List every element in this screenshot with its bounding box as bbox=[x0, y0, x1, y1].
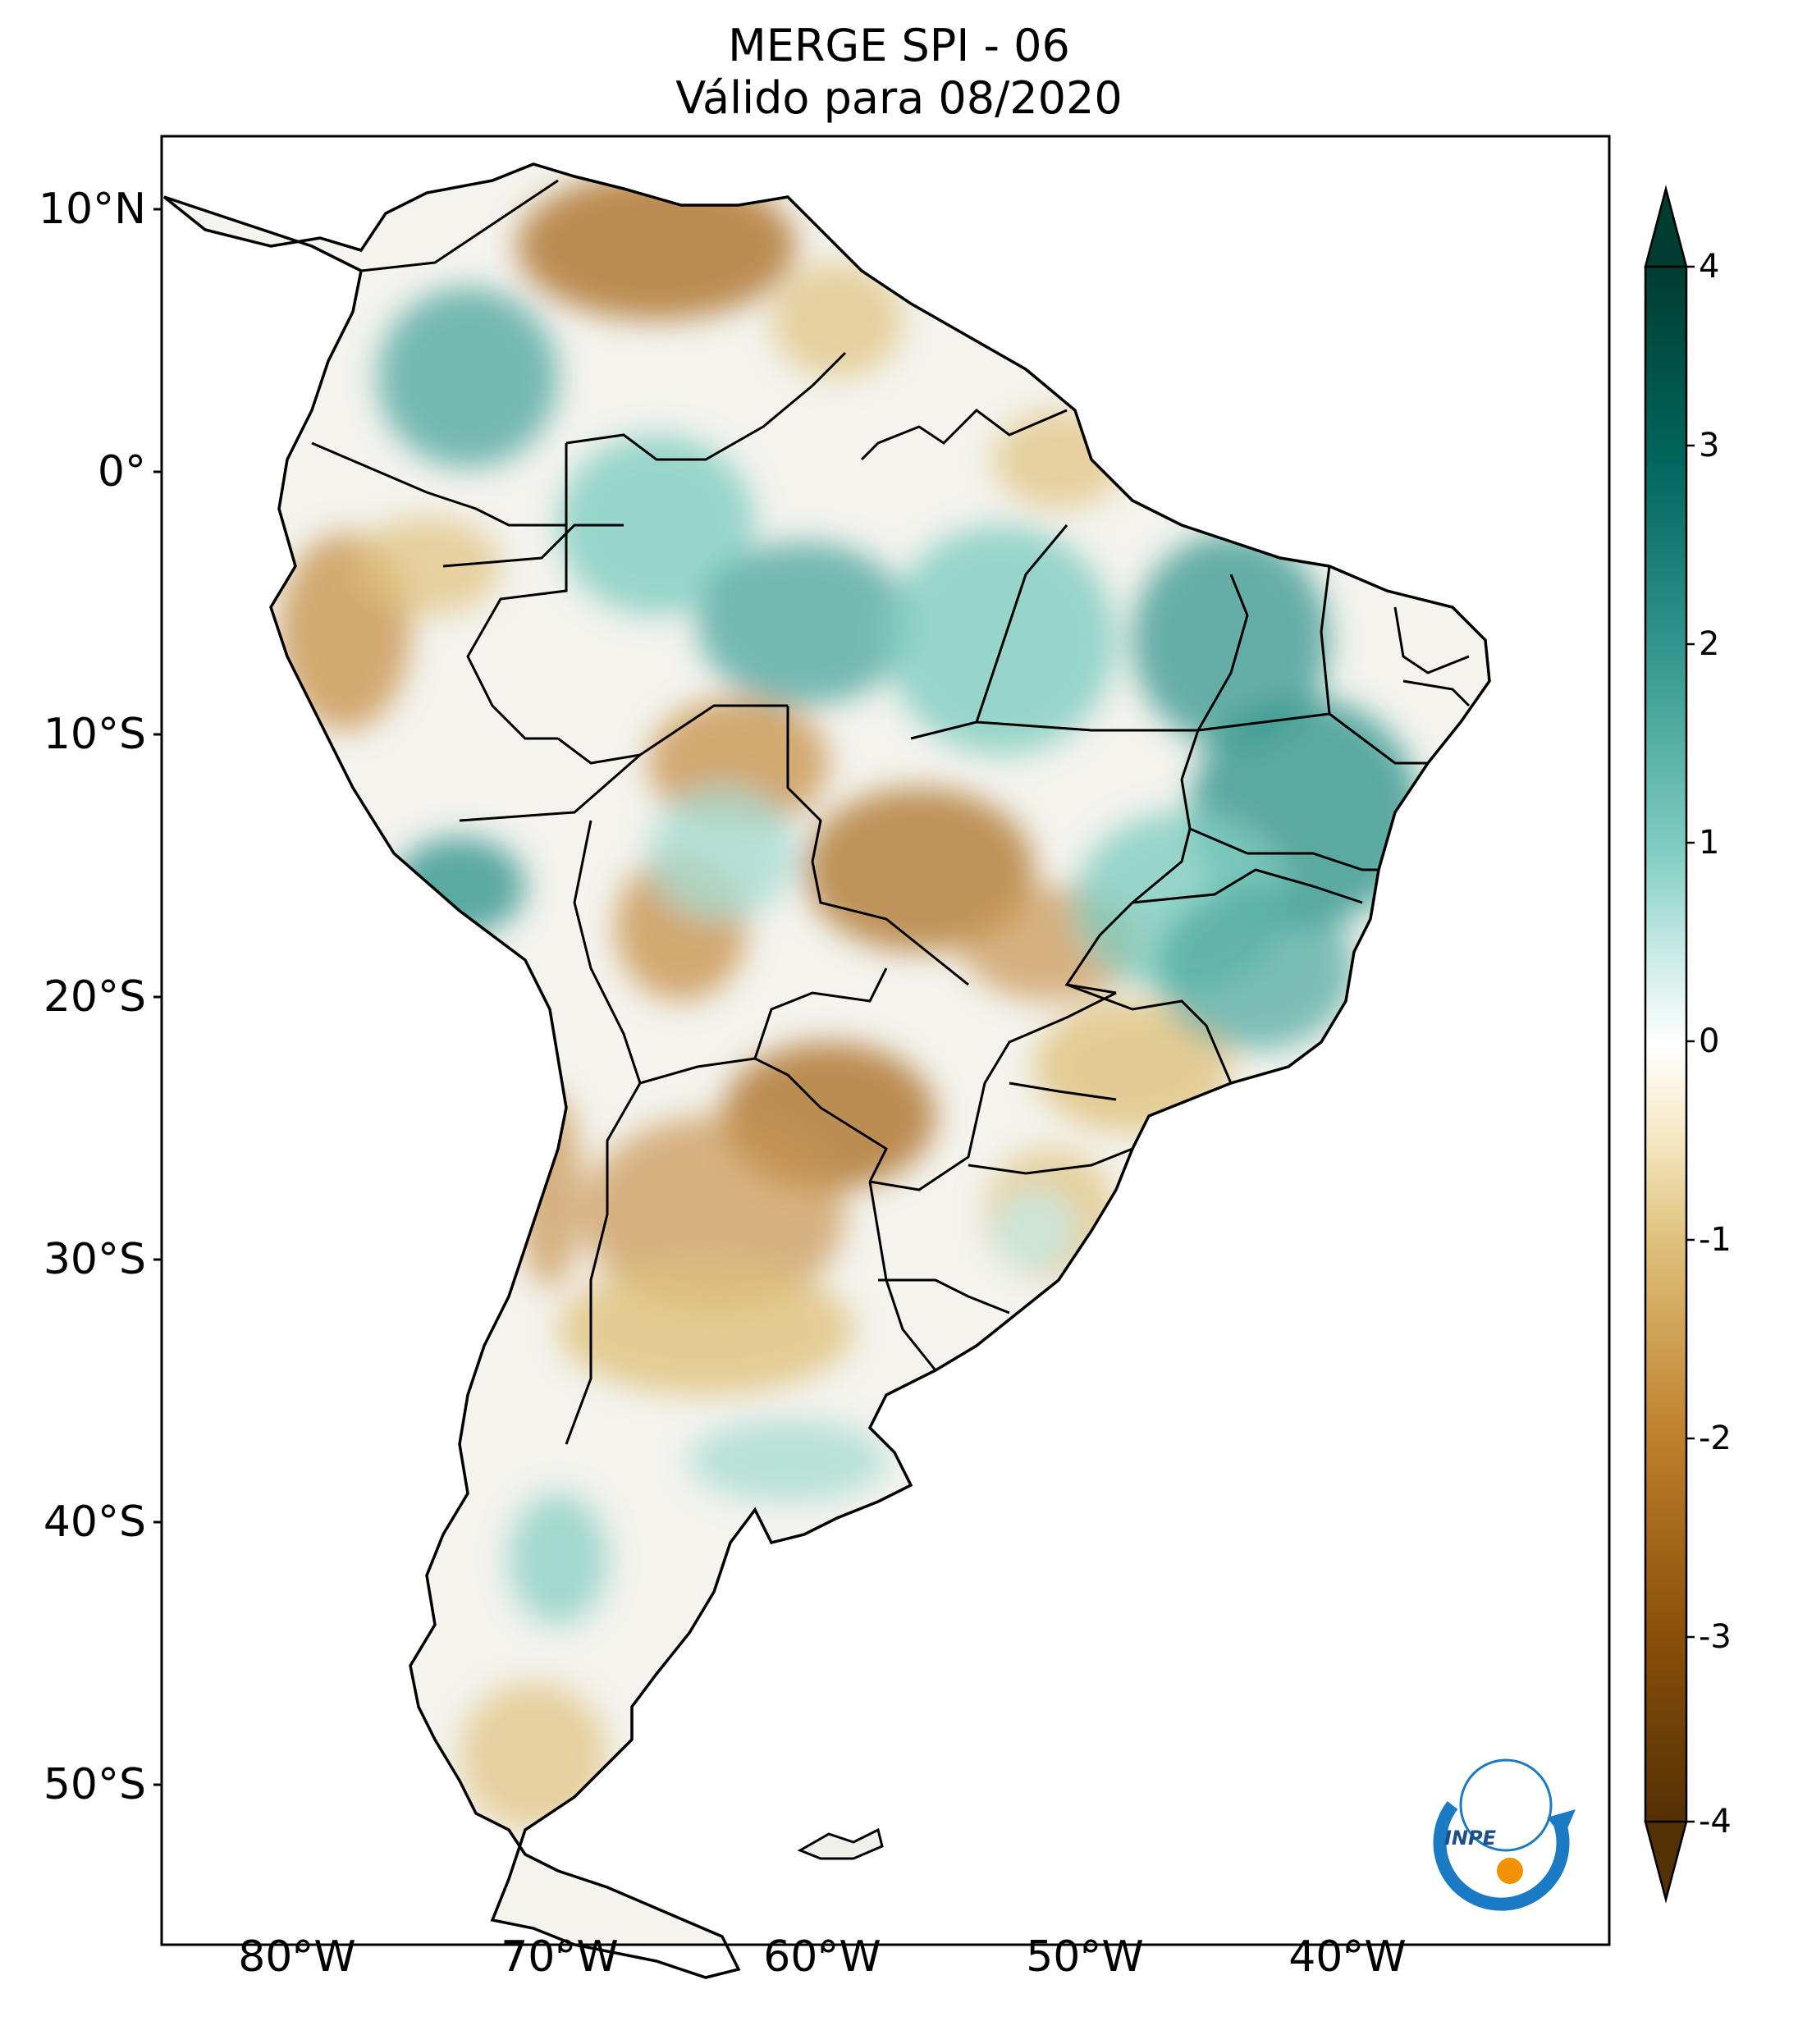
colorbar-max-extend bbox=[1644, 185, 1688, 268]
lat-ticks bbox=[153, 208, 162, 1786]
colorbar-ticks bbox=[1686, 265, 1695, 1823]
colorbar-label-neg4: -4 bbox=[1699, 1803, 1732, 1841]
map-subtitle: Válido para 08/2020 bbox=[675, 72, 1123, 124]
falkland-islands bbox=[797, 1827, 884, 1860]
lon-ticks bbox=[295, 1945, 1349, 1953]
colorbar bbox=[1644, 185, 1695, 1904]
colorbar-label-0: 0 bbox=[1699, 1022, 1720, 1060]
lat-label-0: 0° bbox=[97, 447, 146, 496]
colorbar-label-4: 4 bbox=[1699, 248, 1720, 286]
lat-label-30s: 30°S bbox=[43, 1235, 146, 1284]
lon-label-70w: 70°W bbox=[501, 1932, 619, 1982]
logo-sun bbox=[1497, 1858, 1523, 1884]
map-title: MERGE SPI - 06 bbox=[728, 20, 1070, 71]
logo-swoosh bbox=[1433, 1801, 1570, 1911]
colorbar-label-2: 2 bbox=[1699, 625, 1720, 663]
lat-label-50s: 50°S bbox=[43, 1760, 146, 1809]
logo-orbit bbox=[1459, 1758, 1553, 1852]
colorbar-label-1: 1 bbox=[1699, 824, 1720, 862]
coastline bbox=[162, 162, 1491, 1979]
colorbar-label-neg3: -3 bbox=[1699, 1618, 1732, 1656]
lat-label-10s: 10°S bbox=[43, 710, 146, 759]
lat-label-20s: 20°S bbox=[43, 972, 146, 1022]
inpe-logo: INPE bbox=[1433, 1758, 1576, 1911]
lon-label-50w: 50°W bbox=[1026, 1932, 1144, 1982]
political-borders bbox=[311, 179, 1471, 1445]
colorbar-label-3: 3 bbox=[1699, 427, 1720, 464]
lon-label-60w: 60°W bbox=[763, 1932, 881, 1982]
map-frame bbox=[160, 135, 1611, 1946]
colorbar-label-neg2: -2 bbox=[1699, 1420, 1732, 1457]
lat-label-40s: 40°S bbox=[43, 1498, 146, 1547]
logo-text: INPE bbox=[1444, 1827, 1497, 1850]
colorbar-label-neg1: -1 bbox=[1699, 1221, 1732, 1259]
lon-label-40w: 40°W bbox=[1288, 1932, 1407, 1982]
lon-label-80w: 80°W bbox=[238, 1932, 356, 1982]
colorbar-bar bbox=[1644, 265, 1688, 1823]
colorbar-min-extend bbox=[1644, 1820, 1688, 1904]
lat-label-10n: 10°N bbox=[38, 185, 146, 234]
logo-arrow bbox=[1547, 1809, 1576, 1838]
